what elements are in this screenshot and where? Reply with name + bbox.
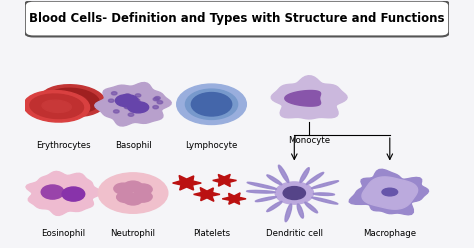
Polygon shape: [222, 193, 246, 204]
Text: Erythrocytes: Erythrocytes: [36, 141, 90, 150]
Polygon shape: [285, 91, 320, 106]
Ellipse shape: [246, 190, 275, 193]
Circle shape: [124, 194, 142, 205]
Ellipse shape: [62, 187, 85, 201]
Circle shape: [124, 181, 142, 192]
Text: Dendritic cell: Dendritic cell: [266, 229, 323, 238]
Text: Monocyte: Monocyte: [288, 136, 330, 145]
Circle shape: [191, 93, 232, 116]
Ellipse shape: [40, 85, 105, 117]
Ellipse shape: [46, 88, 100, 113]
Polygon shape: [193, 187, 220, 201]
Text: Eosinophil: Eosinophil: [41, 229, 85, 238]
Circle shape: [134, 98, 139, 102]
Ellipse shape: [305, 202, 318, 213]
Ellipse shape: [278, 165, 289, 183]
Circle shape: [134, 99, 140, 102]
Circle shape: [133, 184, 152, 195]
Ellipse shape: [24, 91, 90, 122]
Polygon shape: [271, 76, 347, 119]
Circle shape: [125, 105, 130, 108]
Circle shape: [157, 101, 163, 104]
Polygon shape: [26, 171, 101, 216]
Ellipse shape: [311, 181, 338, 188]
Text: Blood Cells- Definition and Types with Structure and Functions: Blood Cells- Definition and Types with S…: [29, 12, 445, 25]
Text: Lymphocyte: Lymphocyte: [185, 141, 238, 150]
Circle shape: [114, 183, 133, 194]
Circle shape: [135, 94, 141, 97]
Circle shape: [153, 97, 159, 101]
Ellipse shape: [312, 197, 338, 204]
Ellipse shape: [255, 197, 276, 202]
Circle shape: [177, 84, 246, 124]
Ellipse shape: [297, 204, 303, 218]
Ellipse shape: [306, 172, 324, 185]
Circle shape: [155, 96, 160, 100]
Ellipse shape: [285, 204, 292, 222]
Circle shape: [127, 104, 132, 107]
Ellipse shape: [300, 168, 309, 183]
Polygon shape: [173, 176, 201, 190]
Ellipse shape: [116, 94, 138, 107]
Polygon shape: [213, 174, 237, 186]
Ellipse shape: [267, 201, 282, 212]
Circle shape: [275, 182, 313, 204]
Polygon shape: [349, 169, 428, 215]
FancyBboxPatch shape: [25, 1, 449, 36]
Circle shape: [135, 107, 140, 110]
Circle shape: [114, 110, 119, 113]
Ellipse shape: [382, 188, 398, 196]
Circle shape: [133, 191, 152, 202]
Ellipse shape: [267, 175, 282, 185]
Circle shape: [98, 173, 168, 213]
Circle shape: [128, 113, 134, 116]
Ellipse shape: [247, 182, 276, 189]
Circle shape: [283, 186, 305, 200]
Circle shape: [127, 96, 133, 99]
Circle shape: [185, 89, 237, 120]
Text: Basophil: Basophil: [115, 141, 151, 150]
Circle shape: [125, 94, 130, 97]
Polygon shape: [362, 177, 418, 209]
Polygon shape: [95, 83, 171, 126]
Text: Macrophage: Macrophage: [363, 229, 416, 238]
Ellipse shape: [41, 185, 64, 199]
Circle shape: [120, 100, 126, 103]
Circle shape: [111, 92, 117, 95]
Ellipse shape: [58, 94, 87, 107]
Text: Platelets: Platelets: [193, 229, 230, 238]
Ellipse shape: [128, 102, 149, 113]
Circle shape: [109, 99, 114, 102]
Circle shape: [117, 192, 136, 203]
Circle shape: [124, 105, 130, 109]
Ellipse shape: [30, 94, 83, 119]
Ellipse shape: [42, 100, 72, 112]
Ellipse shape: [313, 193, 335, 195]
Text: Neutrophil: Neutrophil: [110, 229, 155, 238]
Circle shape: [153, 106, 158, 109]
